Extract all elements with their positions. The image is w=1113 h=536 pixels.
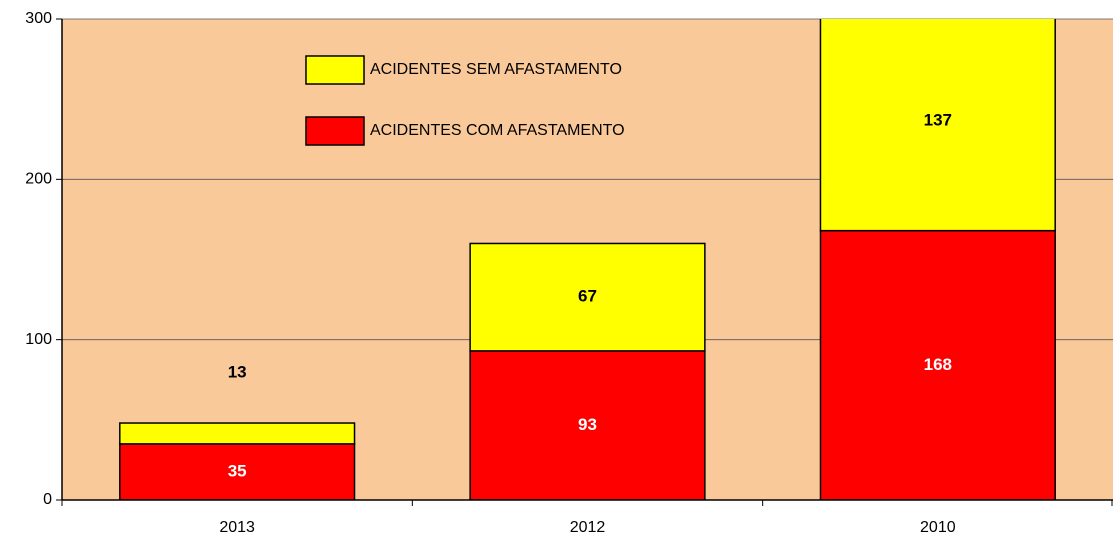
data-label: 168 [924,355,952,374]
data-label: 35 [228,461,247,480]
legend-swatch [305,55,365,85]
x-tick-label: 2012 [570,519,606,536]
y-tick-label: 200 [25,171,52,188]
bar-segment [469,242,706,352]
data-label: 137 [924,110,952,129]
x-tick-label: 2013 [219,519,255,536]
y-tick-label: 100 [25,331,52,348]
data-label: 67 [578,287,597,306]
bar-segment [819,19,1056,232]
legend-label: ACIDENTES SEM AFASTAMENTO [370,61,622,78]
x-tick-label: 2010 [920,519,956,536]
bar-segment [469,350,706,500]
y-tick-label: 300 [25,10,52,27]
bar-segment [119,422,356,445]
bar-segment [819,229,1056,500]
data-label: 13 [228,363,247,382]
bars [119,19,1056,500]
y-tick-label: 0 [43,491,52,508]
legend-swatch [305,116,365,146]
legend-label: ACIDENTES COM AFASTAMENTO [370,122,625,139]
data-label: 93 [578,415,597,434]
